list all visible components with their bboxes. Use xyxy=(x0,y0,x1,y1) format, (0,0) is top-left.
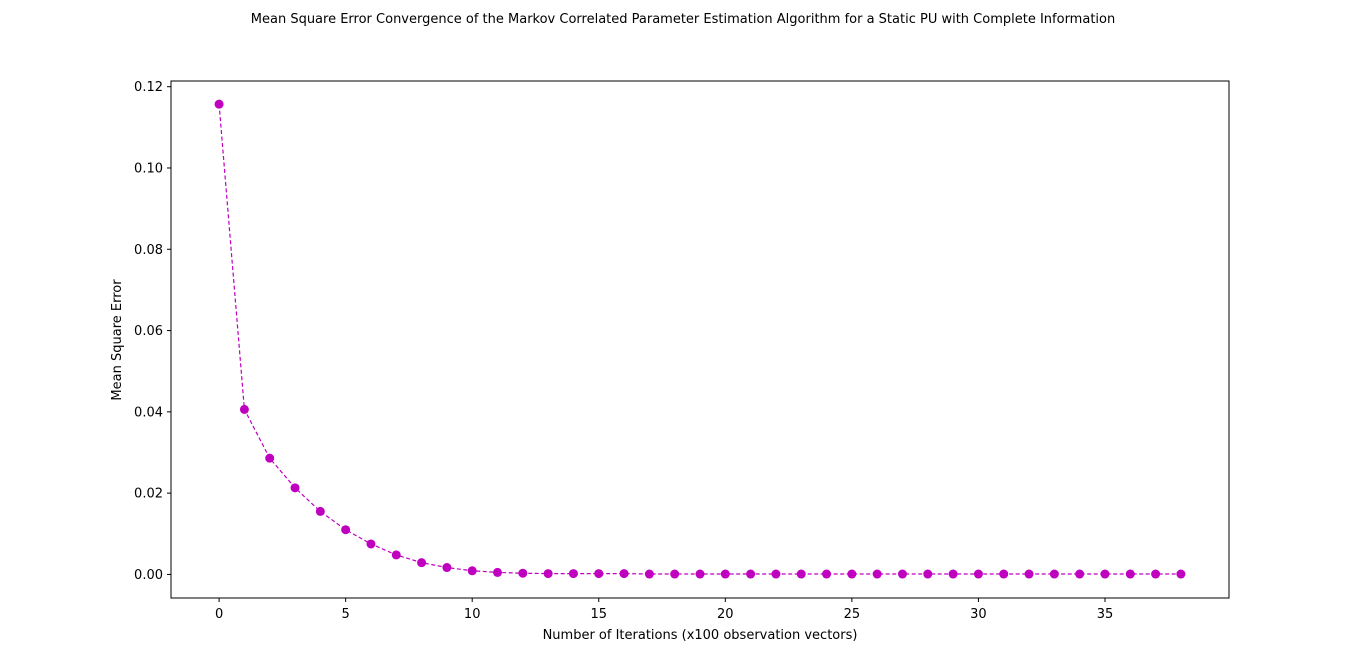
plot-frame xyxy=(170,80,1230,599)
data-point xyxy=(695,569,705,579)
series-line xyxy=(218,104,1181,575)
data-point xyxy=(897,569,907,579)
data-point xyxy=(214,99,224,109)
data-point xyxy=(239,404,249,414)
data-point xyxy=(923,569,933,579)
y-axis-ticks: 0.00 0.02 0.04 0.06 0.08 0.10 0.12 xyxy=(134,80,171,583)
data-point xyxy=(619,569,629,579)
data-point xyxy=(1176,569,1186,579)
data-point xyxy=(847,569,857,579)
y-tick-label: 0.12 xyxy=(134,80,163,95)
data-point xyxy=(1151,569,1161,579)
data-point xyxy=(265,453,275,463)
data-point xyxy=(290,483,300,493)
x-axis-label: Number of Iterations (x100 observation v… xyxy=(543,628,858,643)
data-point xyxy=(771,569,781,579)
data-point xyxy=(366,539,376,549)
x-tick-label: 0 xyxy=(215,607,223,622)
x-tick-label: 20 xyxy=(717,607,734,622)
data-point xyxy=(391,550,401,560)
y-tick-label: 0.08 xyxy=(134,243,163,258)
series-layer xyxy=(214,99,1186,579)
x-tick-label: 15 xyxy=(590,607,607,622)
data-point xyxy=(644,569,654,579)
y-tick-label: 0.04 xyxy=(134,405,163,420)
x-tick-label: 25 xyxy=(844,607,861,622)
data-point xyxy=(417,558,427,568)
data-point xyxy=(948,569,958,579)
data-point xyxy=(493,567,503,577)
x-tick-label: 10 xyxy=(464,607,481,622)
data-point xyxy=(1100,569,1110,579)
data-point xyxy=(999,569,1009,579)
chart-title: Mean Square Error Convergence of the Mar… xyxy=(251,12,1115,27)
data-point xyxy=(746,569,756,579)
data-point xyxy=(1049,569,1059,579)
y-tick-label: 0.06 xyxy=(134,324,163,339)
x-axis-ticks: 0 5 10 15 20 25 30 35 xyxy=(215,598,1113,622)
data-point xyxy=(518,568,528,578)
x-tick-label: 5 xyxy=(342,607,350,622)
data-point xyxy=(442,563,452,573)
y-tick-label: 0.02 xyxy=(134,487,163,502)
data-point xyxy=(720,569,730,579)
x-tick-label: 35 xyxy=(1097,607,1114,622)
data-point xyxy=(341,525,351,535)
y-axis-label: Mean Square Error xyxy=(110,279,125,401)
x-tick-label: 30 xyxy=(970,607,987,622)
data-point xyxy=(467,566,477,576)
data-point xyxy=(568,569,578,579)
data-point xyxy=(872,569,882,579)
data-point xyxy=(822,569,832,579)
data-point xyxy=(1075,569,1085,579)
data-point xyxy=(796,569,806,579)
data-point xyxy=(1125,569,1135,579)
data-point xyxy=(973,569,983,579)
data-point xyxy=(594,569,604,579)
y-tick-label: 0.10 xyxy=(134,161,163,176)
data-point xyxy=(315,506,325,516)
data-point xyxy=(543,569,553,579)
data-point xyxy=(670,569,680,579)
y-tick-label: 0.00 xyxy=(134,568,163,583)
plot-area: 0 5 10 15 20 25 30 35 0.000.020.040.060.080.100… xyxy=(134,80,1230,622)
data-point xyxy=(1024,569,1034,579)
